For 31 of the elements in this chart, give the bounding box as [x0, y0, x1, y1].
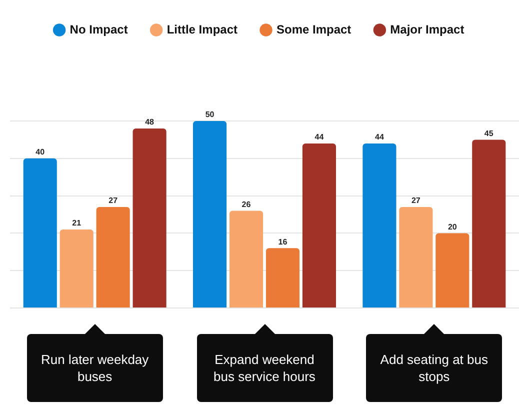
data-label: 21 [72, 218, 82, 228]
bar [399, 207, 433, 308]
bar [436, 233, 470, 308]
x-tick-label: Add seating at bus stops [380, 351, 488, 385]
data-label: 44 [374, 132, 384, 142]
bar [362, 143, 396, 308]
data-label: 45 [484, 128, 494, 138]
data-label: 44 [314, 132, 324, 142]
x-tick-label: Expand weekend bus service hours [212, 351, 316, 385]
data-label: 27 [411, 196, 421, 206]
bar [229, 210, 264, 308]
data-label: 26 [242, 200, 252, 209]
legend-label: No Impact [70, 22, 128, 36]
legend-label: Some Impact [276, 22, 352, 36]
bar [266, 248, 300, 308]
data-label: 48 [145, 118, 155, 127]
bar [23, 158, 57, 308]
legend-label: Major Impact [390, 22, 464, 36]
x-tick-label: Run later weekday buses [40, 351, 149, 385]
legend-label: Little Impact [166, 22, 238, 36]
data-label: 27 [108, 196, 118, 206]
data-label: 50 [205, 110, 215, 120]
bar [193, 121, 227, 308]
data-label: 20 [448, 222, 458, 232]
data-label: 16 [278, 237, 288, 246]
bar [96, 207, 130, 308]
bar [132, 128, 166, 308]
bar [472, 140, 506, 308]
data-label: 40 [36, 148, 46, 157]
bar [60, 229, 94, 308]
bar [302, 143, 336, 308]
